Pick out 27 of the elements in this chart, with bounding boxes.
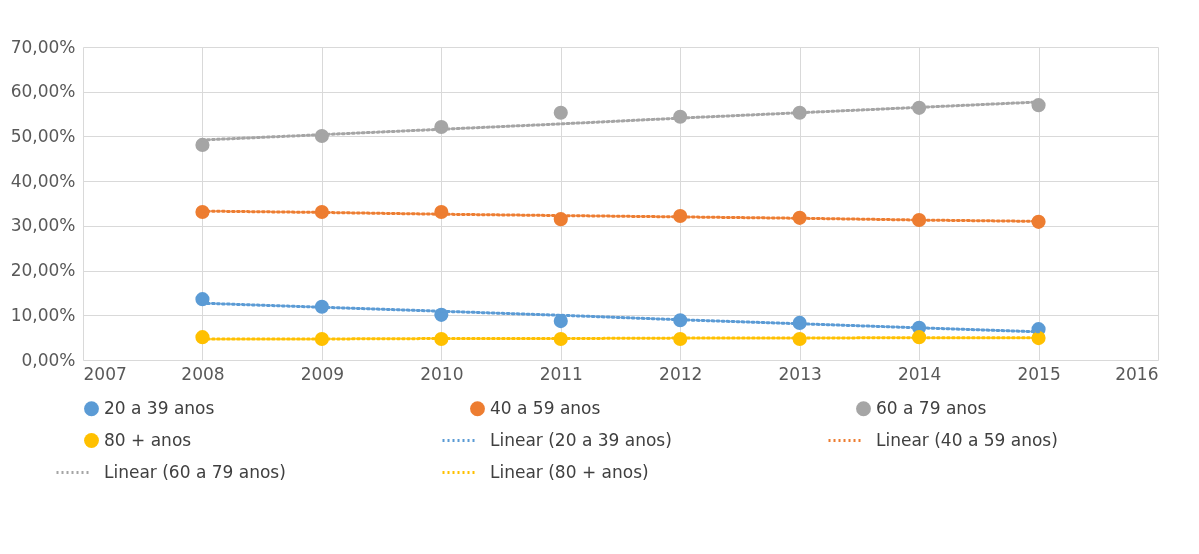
x-tick-label: 2007 bbox=[83, 363, 127, 384]
y-tick-label: 10,00% bbox=[10, 304, 76, 325]
x-tick-label: 2012 bbox=[659, 363, 703, 384]
y-tick-label: 40,00% bbox=[10, 170, 76, 191]
legend-label: 40 a 59 anos bbox=[490, 397, 601, 418]
point bbox=[553, 105, 568, 120]
legend-label: Linear (40 a 59 anos) bbox=[876, 429, 1058, 450]
x-tick-label: 2016 bbox=[1115, 363, 1159, 384]
x-tick-label: 2010 bbox=[420, 363, 464, 384]
x-tick-label: 2014 bbox=[897, 363, 942, 384]
legend-label: Linear (80 + anos) bbox=[490, 461, 649, 482]
y-tick-label: 0,00% bbox=[21, 349, 76, 370]
y-tick-label: 20,00% bbox=[10, 260, 76, 281]
x-tick-label: 2011 bbox=[539, 363, 583, 384]
y-tick-label: 30,00% bbox=[10, 215, 76, 236]
x-tick-label: 2013 bbox=[778, 363, 822, 384]
y-tick-label: 70,00% bbox=[10, 36, 76, 57]
x-tick-label: 2008 bbox=[181, 363, 225, 384]
legend-label: 20 a 39 anos bbox=[104, 397, 215, 418]
legend-label: Linear (20 a 39 anos) bbox=[490, 429, 672, 450]
y-tick-label: 50,00% bbox=[10, 125, 76, 146]
legend-label: 60 a 79 anos bbox=[876, 397, 987, 418]
y-tick-label: 60,00% bbox=[10, 81, 76, 102]
legend-label: Linear (60 a 79 anos) bbox=[104, 461, 286, 482]
legend-label: 80 + anos bbox=[104, 429, 192, 450]
x-tick-label: 2009 bbox=[300, 363, 345, 384]
x-tick-label: 2015 bbox=[1017, 363, 1061, 384]
